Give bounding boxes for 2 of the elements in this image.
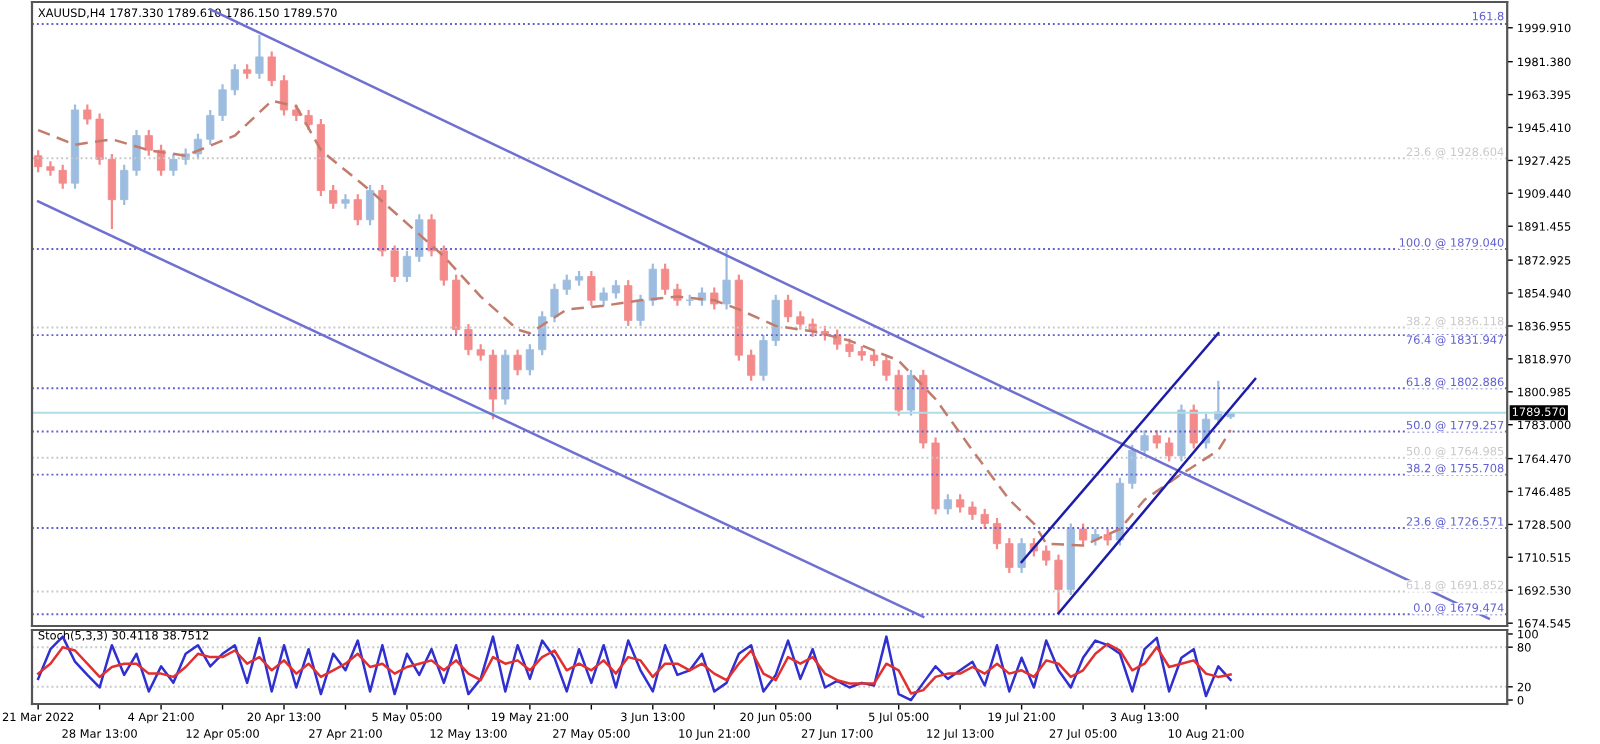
candlestick: [599, 286, 608, 307]
line-series: [36, 99, 1232, 547]
